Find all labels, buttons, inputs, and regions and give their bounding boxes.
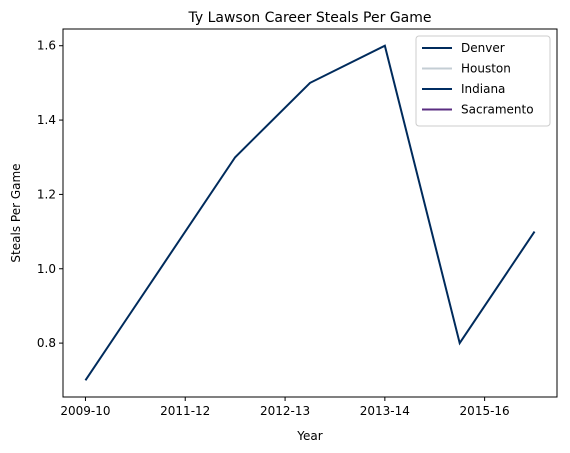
x-axis: 2009-10 2011-12 2012-13 2013-14 2015-16 bbox=[60, 397, 510, 418]
y-tick-label: 1.4 bbox=[37, 113, 56, 127]
legend-box bbox=[415, 35, 551, 127]
x-tick-label: 2013-14 bbox=[360, 404, 410, 418]
legend-label-sacramento: Sacramento bbox=[461, 103, 534, 117]
series-lines bbox=[84, 44, 536, 381]
legend-label-indiana: Indiana bbox=[461, 82, 505, 96]
x-tick-label: 2011-12 bbox=[160, 404, 210, 418]
x-axis-label: Year bbox=[296, 429, 322, 443]
y-axis: 0.8 1.0 1.2 1.4 1.6 bbox=[37, 39, 63, 350]
y-tick-label: 1.2 bbox=[37, 187, 56, 201]
legend-label-houston: Houston bbox=[461, 62, 511, 76]
legend: Denver Houston Indiana Sacramento bbox=[415, 35, 551, 127]
y-axis-label: Steals Per Game bbox=[9, 163, 23, 262]
y-tick-label: 0.8 bbox=[37, 336, 56, 350]
x-tick-label: 2012-13 bbox=[260, 404, 310, 418]
y-tick-label: 1.6 bbox=[37, 39, 56, 53]
x-tick-label: 2015-16 bbox=[460, 404, 510, 418]
plot-frame bbox=[62, 28, 558, 398]
y-tick-label: 1.0 bbox=[37, 262, 56, 276]
legend-label-denver: Denver bbox=[461, 41, 505, 55]
x-tick-label: 2009-10 bbox=[60, 404, 110, 418]
chart-title: Ty Lawson Career Steals Per Game bbox=[188, 10, 432, 26]
